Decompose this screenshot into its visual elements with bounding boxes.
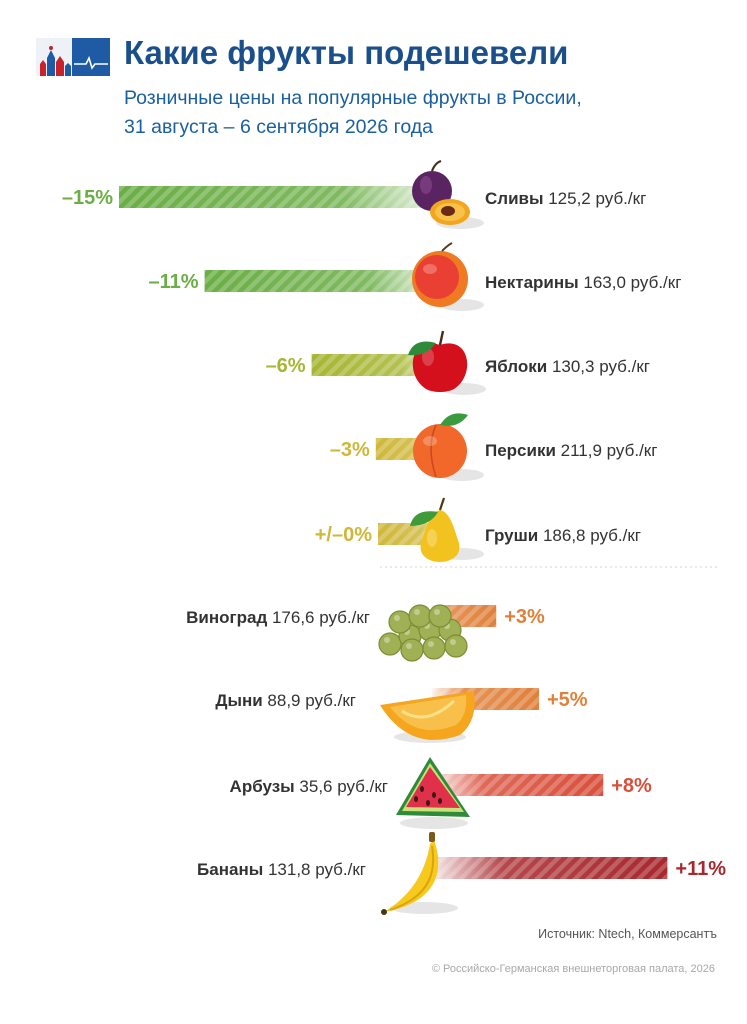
bar-texture-banana xyxy=(432,857,668,879)
category-name-watermelon: Арбузы xyxy=(230,777,295,796)
copyright-note: © Российско-Германская внешнеторговая па… xyxy=(431,963,715,975)
fruit-row-grapes: +3% Виноград 176,6 руб./кг xyxy=(186,604,545,662)
fruit-row-banana: +11% Бананы 131,8 руб./кг xyxy=(197,832,726,915)
price-plum: 125,2 руб./кг xyxy=(544,189,647,208)
pear-icon xyxy=(410,497,484,562)
peach-icon xyxy=(413,413,484,481)
value-label-banana: +11% xyxy=(675,858,726,880)
nectarine-icon xyxy=(412,242,484,311)
value-label-watermelon: +8% xyxy=(611,775,652,797)
fruit-row-peach: –3% Персики 211,9 руб./кг xyxy=(330,413,657,481)
price-watermelon: 35,6 руб./кг xyxy=(295,777,388,796)
fruit-row-pear: +/–0% Груши 186,8 руб./кг xyxy=(315,497,641,562)
bar-texture-nectarine xyxy=(204,270,440,292)
value-label-melon: +5% xyxy=(547,689,588,711)
category-label-grapes: Виноград 176,6 руб./кг xyxy=(186,608,370,627)
price-pear: 186,8 руб./кг xyxy=(538,526,641,545)
category-name-apple: Яблоки xyxy=(485,357,547,376)
price-apple: 130,3 руб./кг xyxy=(547,357,650,376)
category-name-plum: Сливы xyxy=(485,189,544,208)
bar-texture-apple xyxy=(311,354,440,376)
apple-icon xyxy=(408,330,486,395)
banana-icon xyxy=(381,832,458,915)
category-name-melon: Дыни xyxy=(215,691,262,710)
category-name-peach: Персики xyxy=(485,441,556,460)
category-label-plum: Сливы 125,2 руб./кг xyxy=(485,189,646,208)
page-title: Какие фрукты подешевели xyxy=(124,34,569,71)
value-label-grapes: +3% xyxy=(504,606,545,628)
price-melon: 88,9 руб./кг xyxy=(263,691,356,710)
value-label-peach: –3% xyxy=(330,439,370,461)
category-label-pear: Груши 186,8 руб./кг xyxy=(485,526,641,545)
subtitle-line-2: 31 августа – 6 сентября 2026 года xyxy=(124,116,433,138)
price-nectarine: 163,0 руб./кг xyxy=(579,273,682,292)
value-label-nectarine: –11% xyxy=(149,271,199,293)
category-label-banana: Бананы 131,8 руб./кг xyxy=(197,860,366,879)
category-label-apple: Яблоки 130,3 руб./кг xyxy=(485,357,650,376)
value-label-plum: –15% xyxy=(62,187,113,209)
price-grapes: 176,6 руб./кг xyxy=(267,608,370,627)
grapes-icon xyxy=(378,604,468,662)
melon-icon xyxy=(380,691,475,743)
fruit-row-nectarine: –11% Нектарины 163,0 руб./кг xyxy=(149,242,681,311)
price-banana: 131,8 руб./кг xyxy=(263,860,366,879)
category-name-pear: Груши xyxy=(485,526,538,545)
price-peach: 211,9 руб./кг xyxy=(556,441,658,460)
bar-texture-plum xyxy=(119,186,440,208)
category-name-banana: Бананы xyxy=(197,860,263,879)
page-subtitle: Розничные цены на популярные фрукты в Ро… xyxy=(124,84,582,142)
subtitle-line-1: Розничные цены на популярные фрукты в Ро… xyxy=(124,87,582,109)
fruit-row-apple: –6% Яблоки 130,3 руб./кг xyxy=(266,330,650,395)
category-name-grapes: Виноград xyxy=(186,608,267,627)
category-label-watermelon: Арбузы 35,6 руб./кг xyxy=(230,777,388,796)
value-label-pear: +/–0% xyxy=(315,524,372,546)
watermelon-icon xyxy=(396,757,470,829)
value-label-apple: –6% xyxy=(266,355,306,377)
fruit-row-plum: –15% Сливы 125,2 руб./кг xyxy=(62,159,646,229)
fruit-row-melon: +5% Дыни 88,9 руб./кг xyxy=(215,688,588,743)
category-label-nectarine: Нектарины 163,0 руб./кг xyxy=(485,273,681,292)
category-name-nectarine: Нектарины xyxy=(485,273,579,292)
bar-texture-watermelon xyxy=(432,774,604,796)
source-note: Источник: Ntech, Коммерсантъ xyxy=(538,927,717,941)
fruit-row-watermelon: +8% Арбузы 35,6 руб./кг xyxy=(230,757,652,829)
category-label-peach: Персики 211,9 руб./кг xyxy=(485,441,657,460)
chamber-logo xyxy=(36,38,110,76)
category-label-melon: Дыни 88,9 руб./кг xyxy=(215,691,356,710)
plum-icon xyxy=(412,159,484,229)
